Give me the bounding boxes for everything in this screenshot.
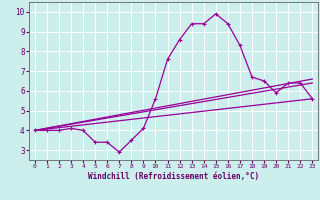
X-axis label: Windchill (Refroidissement éolien,°C): Windchill (Refroidissement éolien,°C) bbox=[88, 172, 259, 181]
